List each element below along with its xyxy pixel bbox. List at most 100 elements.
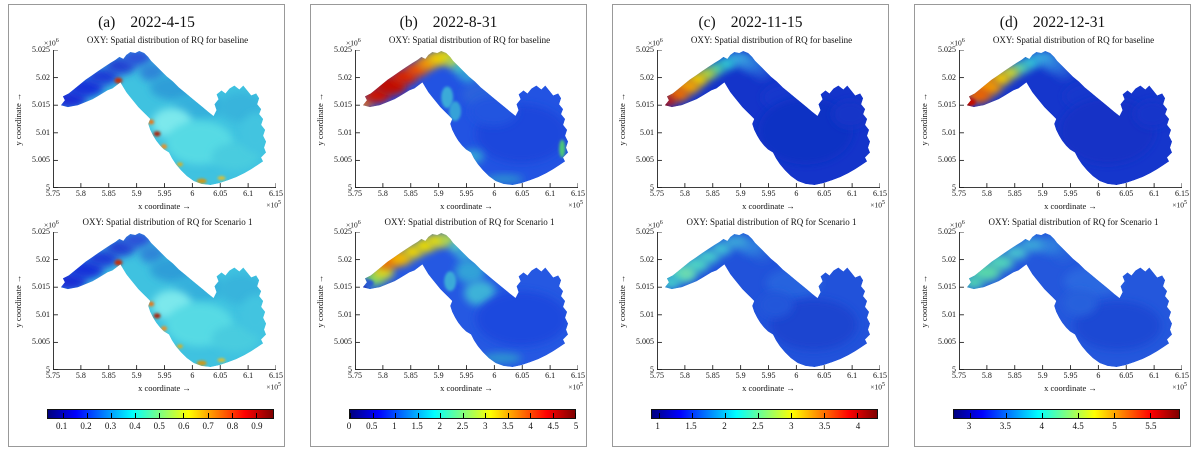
y-tick-label: 5.02 [338, 72, 352, 82]
colorbar: 0.1 0.2 0.3 0.4 0.5 0.6 0.7 0.8 0.9 [47, 409, 274, 433]
y-axis-exponent: ×106 [950, 38, 965, 48]
y-tick-label: 5.015 [938, 282, 956, 292]
lake-heatmap [959, 50, 1182, 188]
y-tick-label: 5.015 [636, 282, 654, 292]
colorbar-tick-label: 0.2 [80, 421, 92, 431]
x-tick-label: 6.05 [213, 189, 228, 198]
y-tick-label: 5.025 [32, 45, 50, 54]
colorbar-tick [575, 413, 576, 418]
colorbar-tick [724, 413, 726, 418]
colorbar-tick [1114, 413, 1116, 418]
x-tick-label: 6.05 [1119, 189, 1134, 198]
colorbar-tick [372, 413, 374, 418]
y-axis-label: y coordinate → [12, 92, 23, 146]
x-axis-exponent: ×105 [1172, 382, 1187, 392]
heat-region [483, 175, 524, 184]
x-tick-label: 6 [794, 371, 799, 380]
y-axis-label: y coordinate → [616, 274, 627, 328]
x-tick-label: 6 [492, 371, 497, 380]
heat-region [664, 275, 681, 290]
y-tick-label: 5.015 [32, 100, 50, 110]
panel: (a) 2022-4-15 ×106 OXY: Spatial distribut… [8, 4, 285, 447]
x-tick-label: 6.15 [269, 189, 283, 198]
panel-title: (b) 2022-8-31 [313, 14, 584, 32]
subplot-scenario: ×106 OXY: Spatial distribution of RQ for… [615, 217, 888, 397]
colorbar-tick [256, 413, 258, 418]
y-tick-label: 5.02 [640, 72, 654, 82]
y-tick-label: 5.025 [334, 227, 352, 236]
y-axis-exponent: ×106 [44, 220, 59, 230]
panel-label: (b) [399, 14, 418, 31]
colorbar-tick-label: 0 [346, 421, 352, 431]
x-tick-label: 5.8 [981, 189, 992, 198]
y-axis-ticks: 5.025 5.02 5.015 5.01 5.005 5 [326, 46, 355, 192]
x-tick-label: 6 [492, 189, 497, 198]
heat-region [677, 268, 694, 279]
x-axis-exponent: ×105 [266, 382, 281, 392]
x-tick-label: 5.75 [46, 371, 60, 380]
colorbar-tick-label: 3 [788, 421, 794, 431]
y-axis-ticks: 5.025 5.02 5.015 5.01 5.005 5 [326, 228, 355, 374]
colorbar-tick [658, 413, 660, 418]
x-tick-label: 5.75 [348, 371, 362, 380]
y-axis-exponent: ×106 [648, 220, 663, 230]
colorbar-tick-label: 1 [392, 421, 397, 431]
y-tick-label: 5.02 [338, 254, 352, 264]
heat-region [445, 55, 462, 68]
y-tick-label: 5 [650, 183, 654, 192]
hotspot-region [148, 119, 155, 125]
x-tick-label: 6 [190, 371, 195, 380]
subplot-scenario: ×106 OXY: Spatial distribution of RQ for… [313, 217, 586, 397]
x-tick-label: 6.05 [213, 371, 228, 380]
y-axis-label: y coordinate → [314, 92, 325, 146]
heat-region [462, 149, 484, 164]
heat-region [241, 295, 267, 335]
colorbar-tick-label: 0.9 [251, 421, 263, 431]
heat-region [759, 292, 793, 318]
x-tick-label: 5.9 [131, 371, 142, 380]
colorbar-gradient [349, 409, 576, 419]
y-tick-label: 5.005 [32, 337, 50, 347]
heat-region [1134, 100, 1171, 128]
y-tick-label: 5.005 [938, 337, 956, 347]
y-tick-label: 5.02 [36, 254, 50, 264]
y-tick-label: 5.015 [334, 100, 352, 110]
colorbar: 3 3.5 4 4.5 5 5.5 [953, 409, 1180, 433]
x-axis-exponent: ×105 [568, 382, 583, 392]
x-axis-label: x coordinate → [138, 201, 191, 211]
hotspot-region [441, 86, 454, 109]
heat-region [1060, 97, 1156, 165]
panel-date: 2022-8-31 [432, 14, 498, 31]
heat-region [758, 97, 854, 165]
heat-region [211, 324, 260, 353]
heat-region [481, 353, 522, 364]
x-tick-label: 5.85 [101, 371, 116, 380]
colorbar-tick-label: 2.5 [456, 421, 469, 431]
heat-region [150, 256, 202, 283]
y-tick-label: 5 [952, 183, 956, 192]
y-axis-label: y coordinate → [918, 274, 929, 328]
subplot-baseline: ×106 OXY: Spatial distribution of RQ for… [615, 35, 888, 215]
x-tick-label: 6.15 [1175, 189, 1189, 198]
subplot-title: OXY: Spatial distribution of RQ for base… [690, 35, 853, 45]
x-tick-label: 5.9 [433, 189, 444, 198]
lake-heatmap [657, 50, 880, 188]
x-tick-label: 5.9 [1037, 371, 1048, 380]
y-tick-label: 5.025 [334, 45, 352, 54]
y-axis-ticks: 5.025 5.02 5.015 5.01 5.005 5 [24, 46, 53, 192]
hotspot-region [449, 101, 462, 121]
heat-region [449, 240, 466, 253]
y-axis-label: y coordinate → [12, 274, 23, 328]
y-tick-label: 5.01 [338, 127, 352, 137]
lake-heatmap [53, 232, 276, 370]
x-tick-label: 5.85 [705, 189, 720, 198]
subplot-scenario: ×106 OXY: Spatial distribution of RQ for… [917, 217, 1190, 397]
x-tick-label: 5.75 [952, 189, 966, 198]
heat-region [211, 142, 260, 171]
hotspot-region [153, 131, 161, 137]
hotspot-region [176, 344, 183, 349]
heat-region [122, 50, 153, 67]
y-tick-label: 5.015 [334, 282, 352, 292]
heat-region [1005, 245, 1028, 260]
map-plot [657, 50, 880, 188]
